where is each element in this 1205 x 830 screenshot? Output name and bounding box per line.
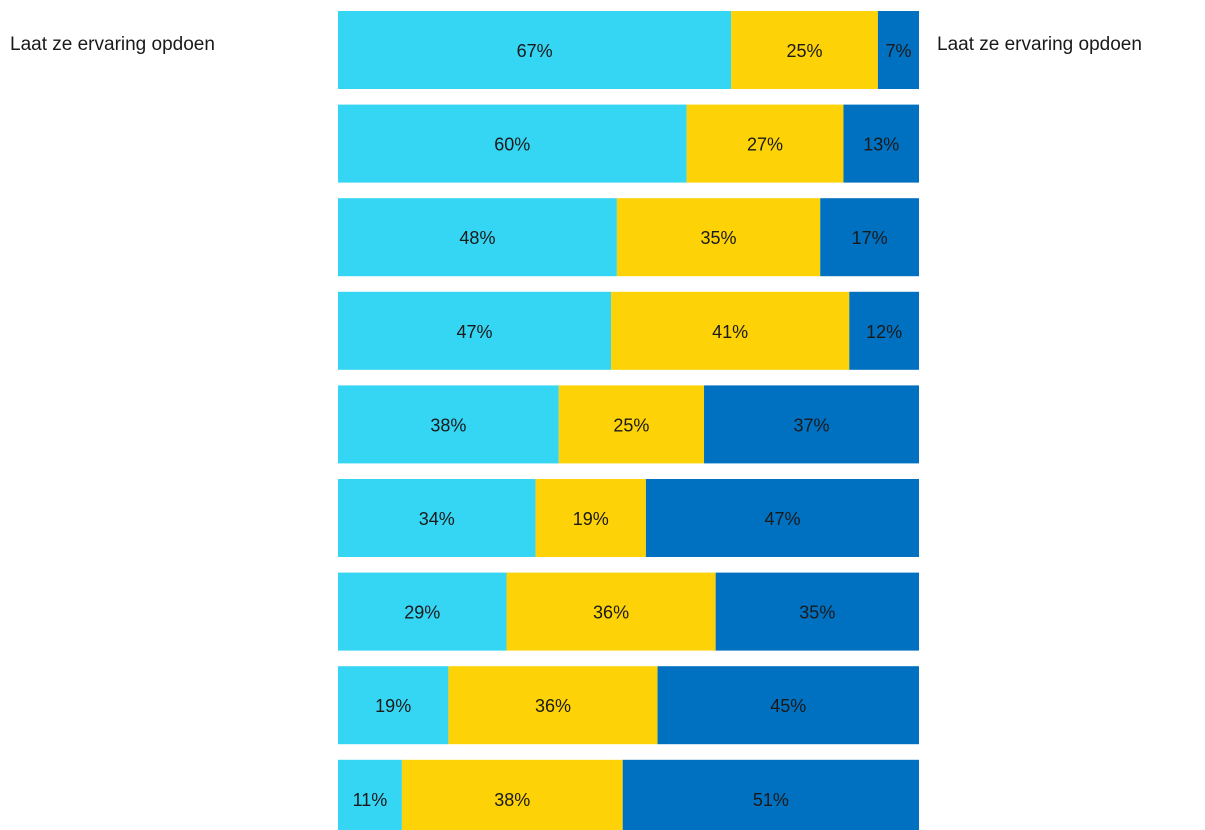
bar-segment-row1-s1 (338, 11, 732, 89)
data-label-row3-s2: 35% (701, 228, 737, 248)
bars-group (338, 11, 919, 830)
bar-segment-row4-s1 (338, 291, 612, 370)
data-label-row4-s2: 41% (712, 322, 748, 342)
data-label-row7-s2: 36% (593, 603, 629, 623)
bar-segment-row6-s3 (645, 479, 919, 557)
data-label-row1-s2: 25% (787, 41, 823, 61)
bar-segment-row4-s2 (611, 291, 850, 370)
data-label-row1-s1: 67% (517, 41, 553, 61)
data-label-row1-s3: 7% (885, 41, 911, 61)
data-label-row4-s3: 12% (866, 322, 902, 342)
bar-segment-row1-s3 (877, 11, 919, 89)
bar-segment-row3-s2 (616, 198, 821, 277)
bar-segment-row4-s3 (849, 291, 919, 370)
data-label-row5-s2: 25% (613, 415, 649, 435)
data-label-row4-s1: 47% (457, 322, 493, 342)
data-label-row9-s1: 11% (353, 790, 388, 810)
bar-segment-row1-s2 (731, 11, 878, 89)
data-label-row8-s1: 19% (375, 696, 411, 716)
bar-segment-row9-s2 (401, 759, 623, 830)
bar-segment-row3-s1 (338, 198, 617, 277)
bar-segment-row6-s2 (535, 479, 646, 557)
bar-segment-row3-s3 (820, 198, 919, 277)
bar-segment-row7-s3 (715, 572, 919, 651)
data-label-row7-s3: 35% (799, 603, 835, 623)
data-label-row6-s1: 34% (419, 509, 455, 529)
bar-segment-row8-s2 (448, 666, 658, 745)
data-label-row5-s1: 38% (430, 415, 466, 435)
bar-segment-row8-s3 (657, 666, 919, 745)
bar-segment-row7-s2 (506, 572, 716, 651)
data-label-row5-s3: 37% (793, 415, 829, 435)
bar-segment-row2-s2 (686, 104, 844, 183)
data-label-row6-s3: 47% (764, 509, 800, 529)
bar-segment-row5-s2 (558, 385, 705, 464)
data-label-row2-s2: 27% (747, 135, 783, 155)
data-label-row2-s3: 13% (863, 135, 899, 155)
bar-segment-row7-s1 (338, 572, 507, 651)
left-side-label: Laat ze ervaring opdoen (10, 34, 215, 55)
right-side-label: Laat ze ervaring opdoen (937, 34, 1142, 55)
bar-segment-row6-s1 (338, 479, 536, 557)
data-label-row3-s1: 48% (459, 228, 495, 248)
data-label-row8-s2: 36% (535, 696, 571, 716)
bar-segment-row8-s1 (338, 666, 449, 745)
data-label-row3-s3: 17% (852, 228, 888, 248)
bar-segment-row9-s1 (338, 759, 402, 830)
bar-segment-row2-s3 (843, 104, 919, 183)
bar-segment-row5-s1 (338, 385, 559, 464)
bar-segment-row2-s1 (338, 104, 687, 183)
data-label-row9-s2: 38% (494, 790, 530, 810)
data-label-row2-s1: 60% (494, 135, 530, 155)
data-label-row7-s1: 29% (404, 603, 440, 623)
bar-segment-row5-s3 (704, 385, 919, 464)
data-label-row6-s2: 19% (573, 509, 609, 529)
segment-labels-group: 67% 25% 7% 60% 27% 13% 48% 35% 17% 47% 41% 12% 38% 25… (353, 41, 912, 810)
data-label-row9-s3: 51% (753, 790, 789, 810)
bar-segment-row9-s3 (622, 759, 919, 830)
data-label-row8-s3: 45% (770, 696, 806, 716)
